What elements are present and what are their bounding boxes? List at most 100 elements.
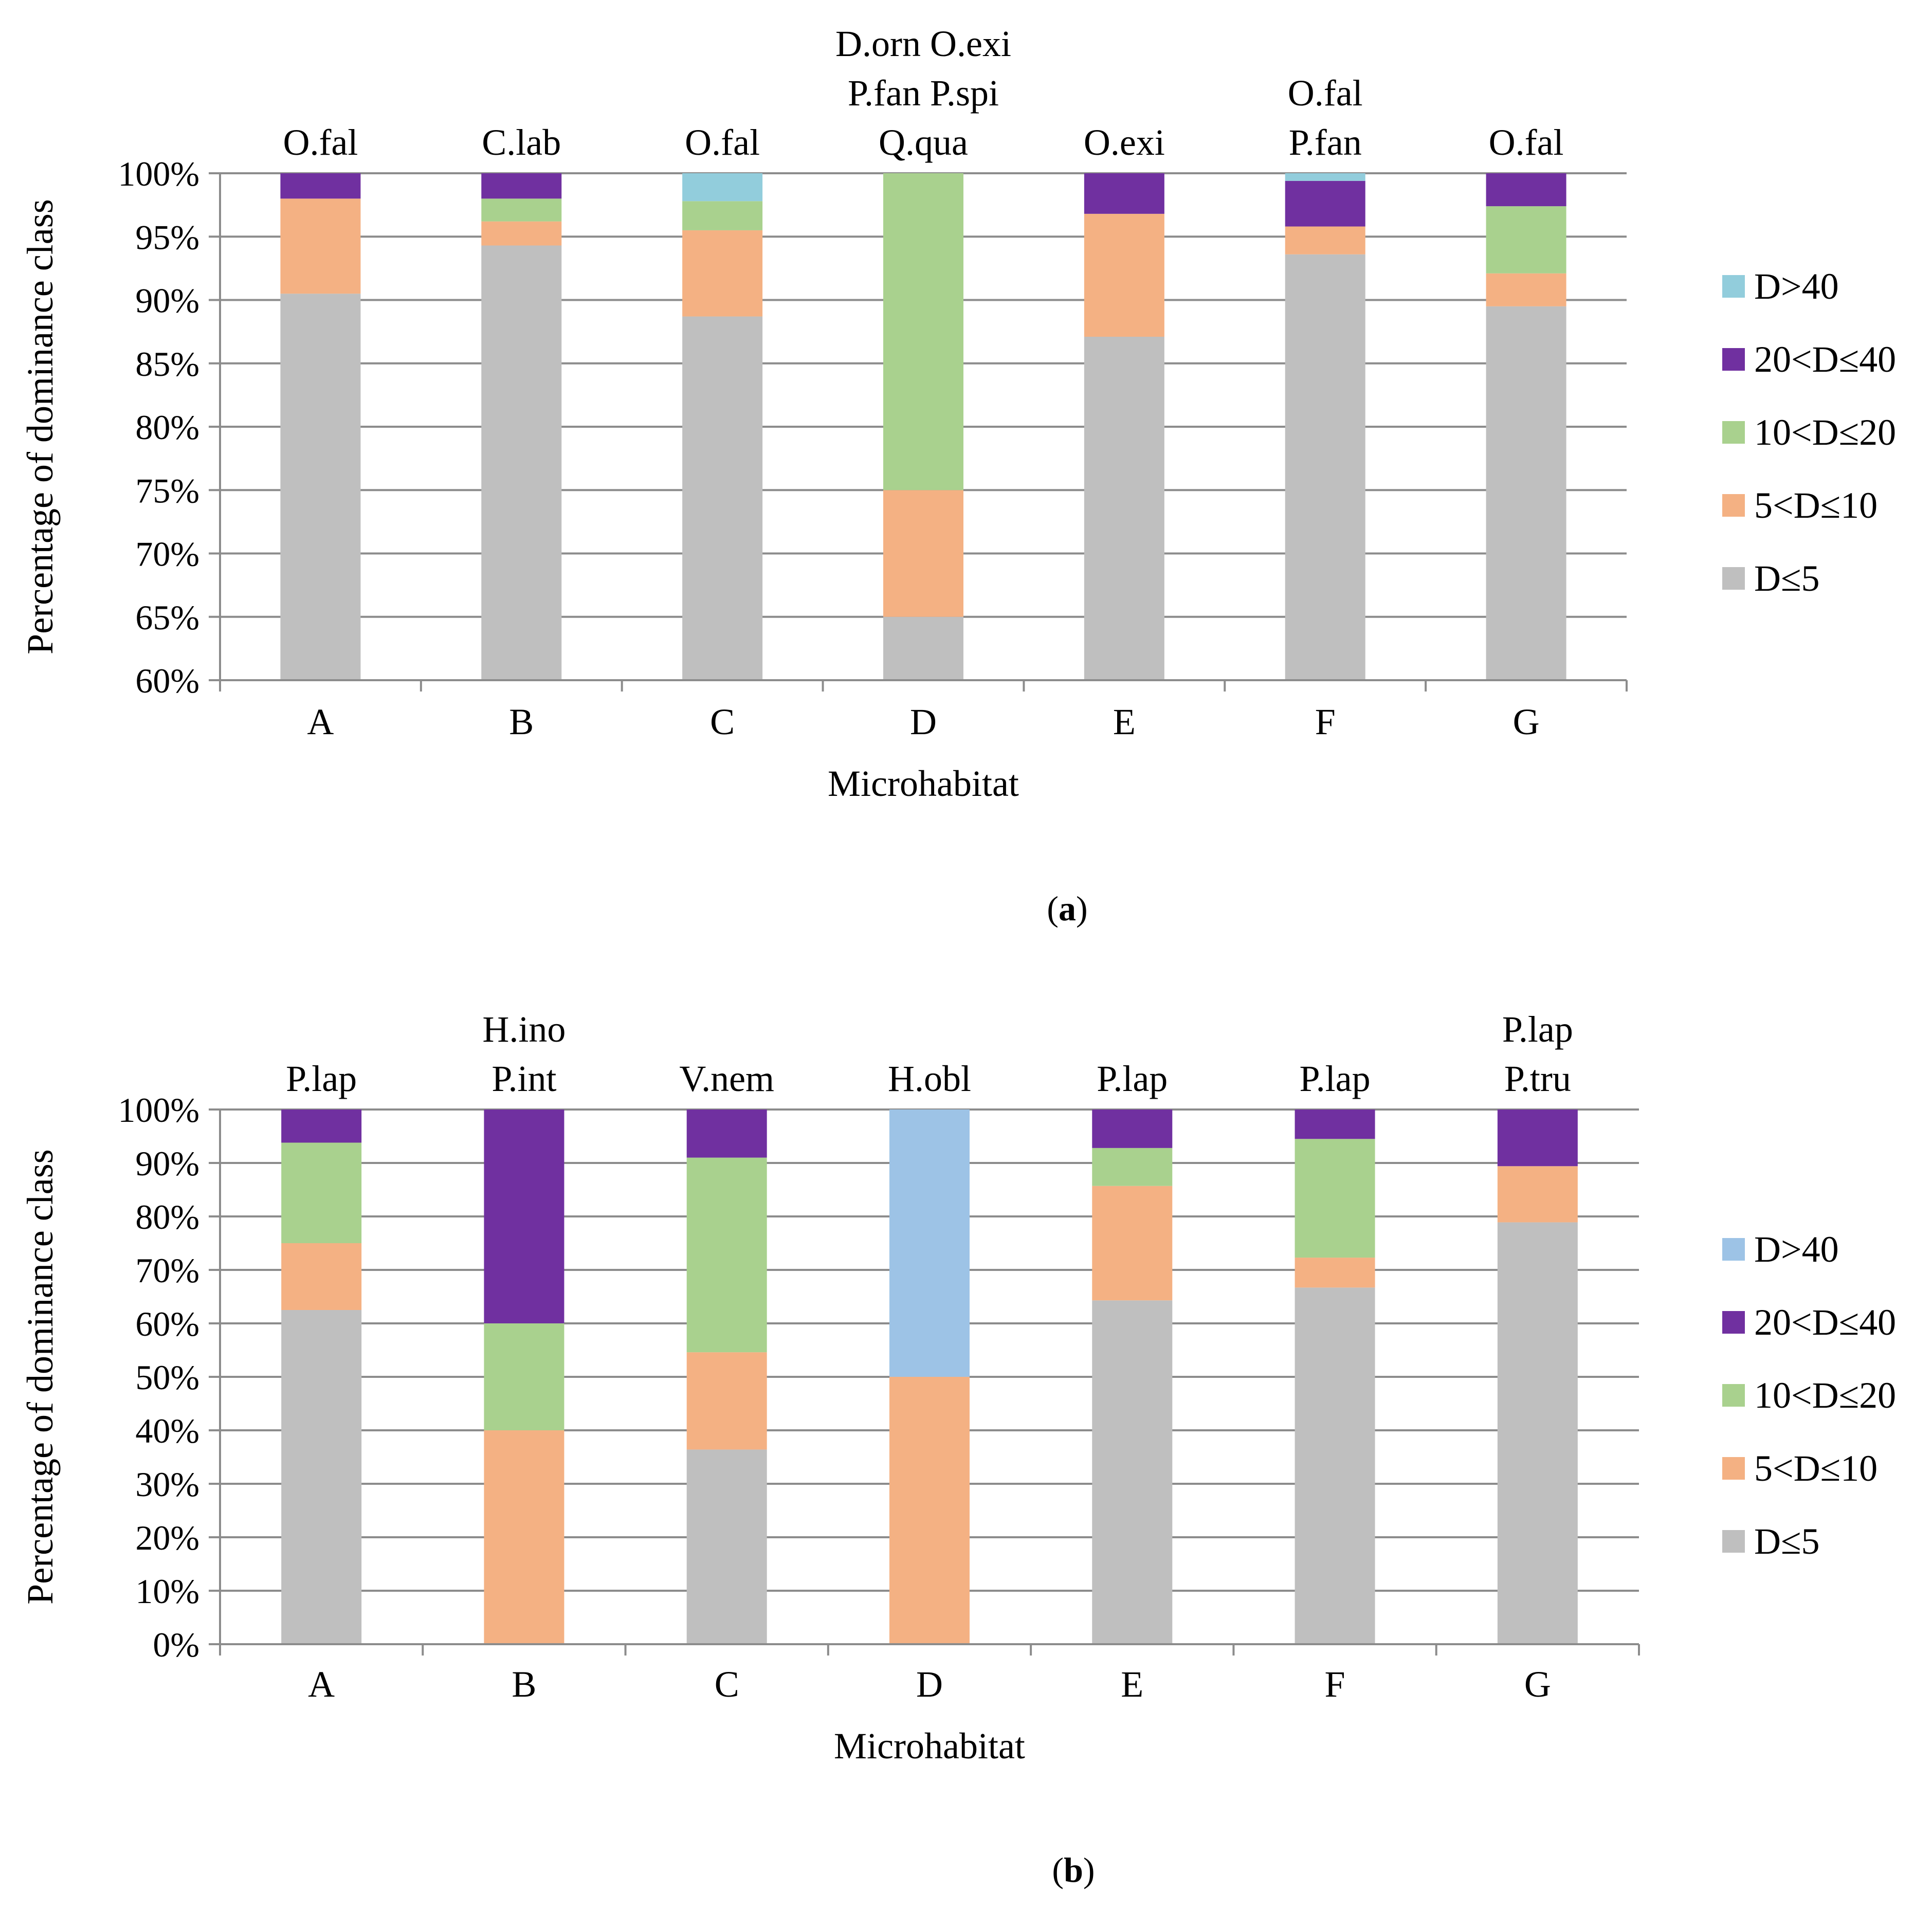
panel-a-bar-G-5<D≤10 [1486,273,1566,306]
panel-b-bar-A-20<D≤40 [281,1109,362,1143]
panel-a-x-tick-label-A: A [307,701,334,742]
panel-a-bar-F-5<D≤10 [1285,226,1365,254]
panel-a-bar-B-D≤5 [481,245,562,680]
panel-b-bar-C-10<D≤20 [686,1157,767,1353]
panel-b-bar-F-20<D≤40 [1295,1109,1375,1139]
panel-a-bar-E-20<D≤40 [1084,173,1164,214]
panel-b-annotation-G: P.lap [1502,1009,1573,1050]
panel-b-x-tick-label-D: D [916,1664,943,1705]
panel-b-bar-F-10<D≤20 [1295,1139,1375,1258]
panel-a-bar-G-D≤5 [1486,306,1566,680]
panel-b-legend-label-5<D≤10: 5<D≤10 [1754,1448,1878,1489]
panel-a-legend-label-20<D≤40: 20<D≤40 [1754,339,1896,380]
panel-a-bar-B-10<D≤20 [481,198,562,222]
panel-a-legend-swatch-D≤5 [1722,567,1745,590]
panel-a-x-tick-label-F: F [1315,701,1336,742]
panel-b-y-tick-label: 100% [118,1090,199,1130]
panel-a-x-axis-title: Microhabitat [828,763,1019,804]
panel-b-bar-F-D≤5 [1295,1287,1375,1644]
panel-a-legend-label-D>40: D>40 [1754,266,1839,307]
panel-a-bar-F-20<D≤40 [1285,180,1365,227]
panel-b-legend-label-D>40: D>40 [1754,1229,1839,1270]
panel-a-bar-C-10<D≤20 [682,201,763,230]
panel-b-y-tick-label: 80% [135,1197,199,1236]
panel-a-y-tick-label: 60% [135,661,199,700]
panel-a-y-tick-label: 65% [135,598,199,637]
panel-b-bar-D-5<D≤10 [889,1377,970,1644]
panel-b-bar-A-5<D≤10 [281,1243,362,1310]
panel-b-legend-label-D≤5: D≤5 [1754,1521,1820,1562]
panel-b-y-tick-label: 10% [135,1572,199,1611]
panel-b-x-axis-title: Microhabitat [834,1725,1025,1767]
panel-b-bar-A-D≤5 [281,1310,362,1644]
panel-b-y-tick-label: 0% [153,1625,199,1664]
panel-b-bar-F-5<D≤10 [1295,1258,1375,1288]
panel-b-bar-B-20<D≤40 [484,1109,564,1323]
panel-b-legend-swatch-20<D≤40 [1722,1311,1745,1334]
panel-b-annotation-B: H.ino [482,1009,566,1050]
panel-b-bar-G-5<D≤10 [1497,1166,1578,1223]
panel-b-legend-swatch-D>40 [1722,1238,1745,1261]
panel-b-legend-label-20<D≤40: 20<D≤40 [1754,1302,1896,1343]
panel-a-y-tick-label: 95% [135,217,199,257]
panel-a-legend-label-10<D≤20: 10<D≤20 [1754,412,1896,453]
panel-a-x-tick-label-E: E [1113,701,1136,742]
panel-b-annotation-E: P.lap [1097,1058,1168,1099]
panel-b-bar-E-5<D≤10 [1092,1186,1173,1301]
panel-a-legend-label-5<D≤10: 5<D≤10 [1754,485,1878,526]
panel-a-bar-G-10<D≤20 [1486,206,1566,274]
panel-a-x-tick-label-B: B [509,701,534,742]
panel-a-annotation-A: O.fal [283,122,358,163]
panel-b-y-tick-label: 40% [135,1411,199,1450]
panel-b-legend-swatch-5<D≤10 [1722,1457,1745,1480]
panel-b-x-tick-label-E: E [1121,1664,1143,1705]
panel-b-bar-B-10<D≤20 [484,1323,564,1430]
panel-a-bar-F-D≤5 [1285,254,1365,680]
panel-b-bar-C-D≤5 [686,1449,767,1644]
panel-a-bar-A-5<D≤10 [280,198,361,294]
panel-b-bar-D-D>40 [889,1109,970,1377]
panel-b-y-tick-label: 90% [135,1144,199,1183]
panel-a-annotation-C: O.fal [685,122,760,163]
panel-b-x-tick-label-F: F [1325,1664,1345,1705]
panel-b-bar-E-D≤5 [1092,1300,1173,1644]
panel-b-annotation-C: V.nem [679,1058,774,1099]
panel-a-bar-D-10<D≤20 [883,173,963,490]
panel-a-x-tick-label-C: C [710,701,735,742]
panel-a-y-tick-label: 70% [135,535,199,574]
panel-a-bar-D-D≤5 [883,616,963,680]
panel-a-y-tick-label: 75% [135,471,199,510]
panel-a-annotation-G: O.fal [1489,122,1564,163]
panel-b-bar-E-10<D≤20 [1092,1148,1173,1186]
panel-b-bar-G-20<D≤40 [1497,1109,1578,1167]
panel-a-annotation-D: D.orn O.exi [835,23,1011,64]
panel-b-annotation-D: H.obl [888,1058,971,1099]
panel-a-bar-C-D≤5 [682,316,763,680]
panel-b-panel-label: (b) [1052,1850,1095,1889]
panel-b-y-tick-label: 20% [135,1518,199,1557]
panel-a-legend-swatch-5<D≤10 [1722,494,1745,517]
panel-a-legend-swatch-20<D≤40 [1722,348,1745,371]
panel-b-bar-B-5<D≤10 [484,1430,564,1644]
panel-a-annotation-B: C.lab [482,122,561,163]
panel-a-annotation-E: O.exi [1084,122,1165,163]
panel-b-legend-label-10<D≤20: 10<D≤20 [1754,1375,1896,1416]
panel-a-annotation-F: O.fal [1288,72,1363,114]
panel-a-legend-label-D≤5: D≤5 [1754,558,1820,599]
panel-b-y-axis-title: Percentage of dominance class [20,1149,61,1605]
panel-b-bar-C-5<D≤10 [686,1352,767,1450]
panel-a-x-tick-label-D: D [910,701,937,742]
panel-a-y-axis-title: Percentage of dominance class [20,199,61,654]
panel-b-bar-C-20<D≤40 [686,1109,767,1158]
panel-a-bar-E-D≤5 [1084,336,1164,680]
panel-b-bar-E-20<D≤40 [1092,1109,1173,1148]
panel-b-legend-swatch-10<D≤20 [1722,1384,1745,1407]
panel-a-annotation-D: P.fan P.spi [848,72,999,114]
panel-b-x-tick-label-G: G [1524,1664,1551,1705]
panel-a-bar-B-5<D≤10 [481,221,562,246]
panel-b-annotation-A: P.lap [286,1058,357,1099]
panel-a-bar-F-D>40 [1285,173,1365,181]
panel-a-bar-B-20<D≤40 [481,173,562,199]
panel-a-bar-E-5<D≤10 [1084,213,1164,337]
